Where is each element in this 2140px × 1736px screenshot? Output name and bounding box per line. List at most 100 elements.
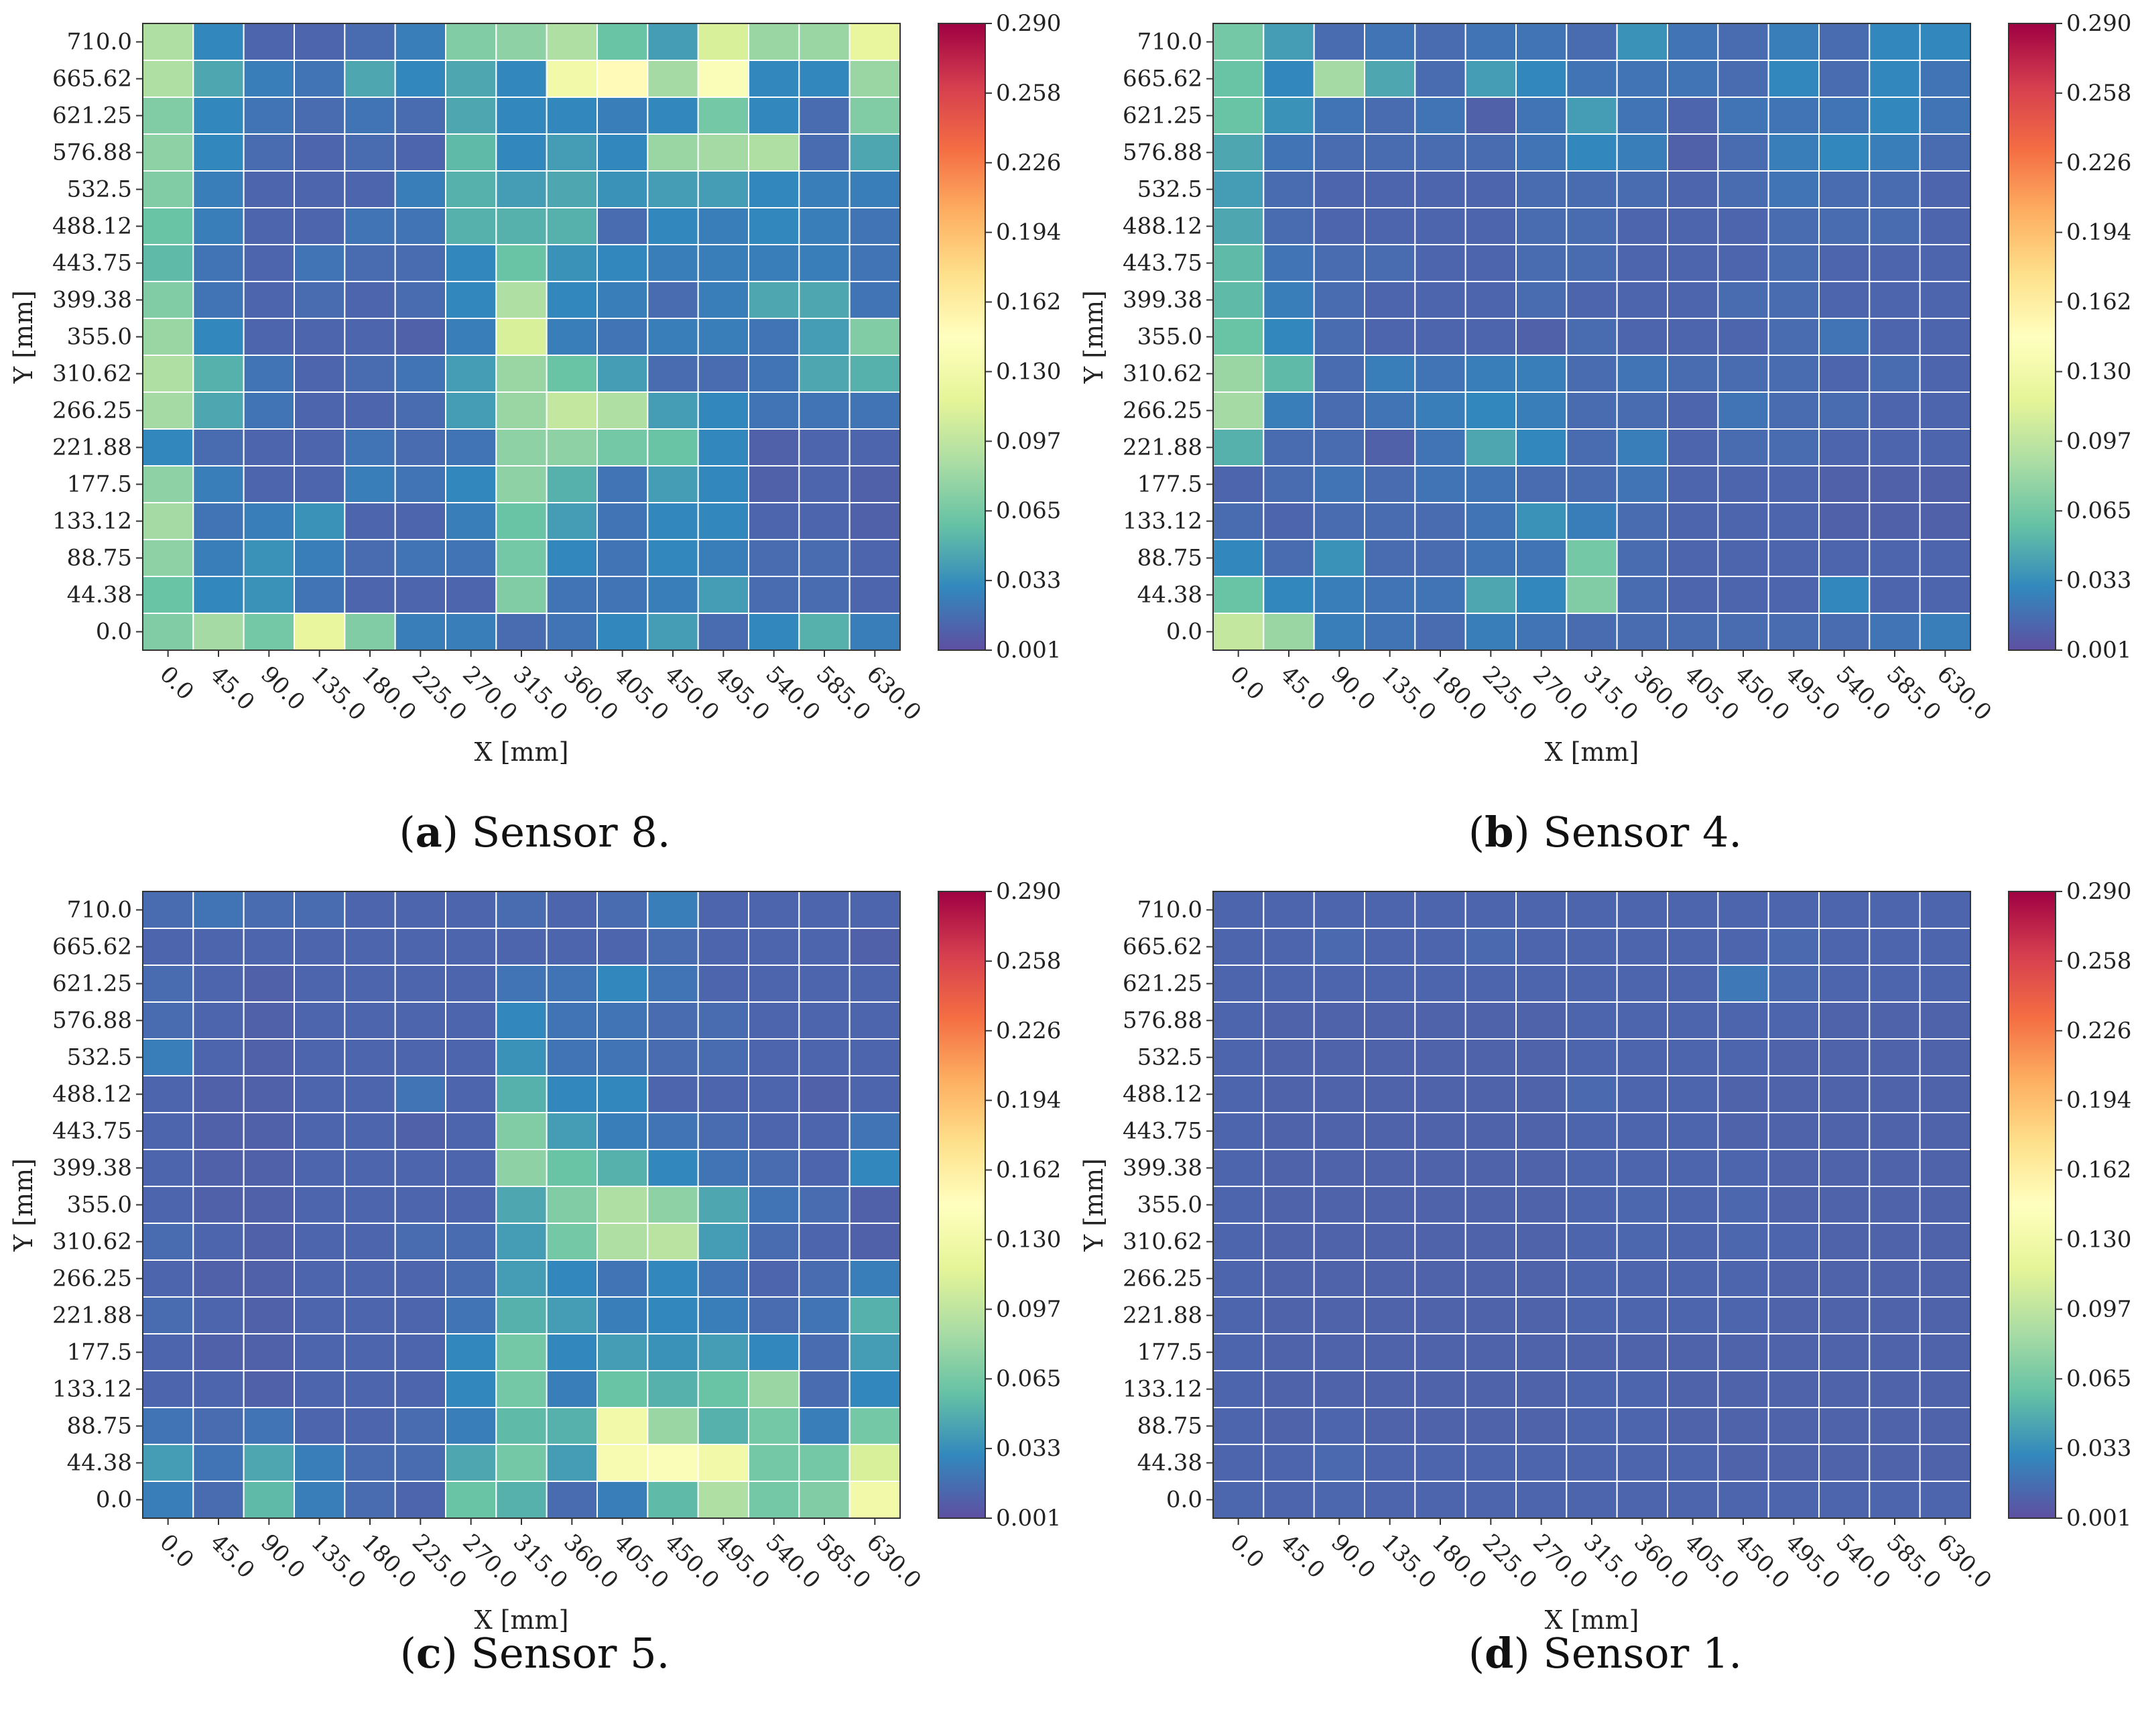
heatmap-cell-b bbox=[1919, 133, 1971, 172]
heatmap-cell-b bbox=[1263, 133, 1315, 172]
x-tick-label-a: 135.0 bbox=[306, 661, 371, 726]
heatmap-cell-c bbox=[848, 1223, 901, 1261]
heatmap-cell-a bbox=[596, 428, 649, 467]
heatmap-cell-d bbox=[1919, 928, 1971, 966]
heatmap-cell-a bbox=[142, 465, 194, 503]
heatmap-cell-c bbox=[394, 1149, 447, 1187]
heatmap-cell-c bbox=[142, 1112, 194, 1150]
heatmap-cell-a bbox=[748, 23, 800, 61]
heatmap-cell-b bbox=[1566, 539, 1618, 577]
x-tick-label-d: 45.0 bbox=[1275, 1529, 1330, 1584]
colorbar-a bbox=[938, 23, 986, 651]
heatmap-cell-c bbox=[748, 1370, 800, 1408]
heatmap-cell-a bbox=[848, 576, 901, 614]
y-tick-label-a: 443.75 bbox=[52, 250, 132, 277]
heatmap-cell-a bbox=[192, 23, 245, 61]
heatmap-cell-c bbox=[848, 1481, 901, 1519]
heatmap-cell-a bbox=[798, 391, 851, 430]
heatmap-cell-d bbox=[1263, 891, 1315, 929]
y-tick-label-a: 221.88 bbox=[52, 434, 132, 461]
heatmap-cell-d bbox=[1919, 1407, 1971, 1445]
heatmap-cell-c bbox=[596, 1370, 649, 1408]
heatmap-cell-a bbox=[294, 613, 346, 651]
heatmap-cell-a bbox=[142, 60, 194, 98]
x-tick-label-b: 135.0 bbox=[1376, 661, 1441, 726]
heatmap-cell-d bbox=[1515, 1149, 1568, 1187]
heatmap-cell-d bbox=[1717, 1259, 1769, 1298]
heatmap-cell-b bbox=[1919, 539, 1971, 577]
heatmap-cell-a bbox=[142, 281, 194, 319]
heatmap-cell-a bbox=[848, 207, 901, 245]
heatmap-cell-c bbox=[697, 1259, 749, 1298]
heatmap-cell-b bbox=[1616, 355, 1669, 393]
heatmap-cell-c bbox=[546, 1370, 599, 1408]
heatmap-cell-c bbox=[596, 891, 649, 929]
heatmap-cell-d bbox=[1364, 928, 1416, 966]
heatmap-cell-b bbox=[1414, 355, 1466, 393]
heatmap-cell-a bbox=[243, 281, 295, 319]
heatmap-cell-c bbox=[798, 1481, 851, 1519]
heatmap-cell-d bbox=[1616, 1075, 1669, 1113]
heatmap-cell-b bbox=[1313, 576, 1365, 614]
y-tick-label-c: 532.5 bbox=[67, 1044, 132, 1071]
heatmap-cell-c bbox=[798, 891, 851, 929]
heatmap-cell-b bbox=[1767, 539, 1820, 577]
heatmap-cell-a bbox=[445, 391, 497, 430]
heatmap-cell-b bbox=[1818, 60, 1871, 98]
heatmap-cell-c bbox=[546, 1407, 599, 1445]
colorbar-b bbox=[2008, 23, 2056, 651]
heatmap-cell-a bbox=[546, 428, 599, 467]
heatmap-cell-c bbox=[495, 1444, 548, 1482]
heatmap-cell-c bbox=[697, 891, 749, 929]
x-tick-label-a: 495.0 bbox=[710, 661, 775, 726]
heatmap-cell-c bbox=[848, 928, 901, 966]
heatmap-cell-b bbox=[1515, 60, 1568, 98]
heatmap-cell-a bbox=[647, 170, 699, 208]
heatmap-cell-d bbox=[1364, 1075, 1416, 1113]
y-tick-label-a: 266.25 bbox=[52, 397, 132, 424]
heatmap-cell-d bbox=[1566, 891, 1618, 929]
heatmap-cell-d bbox=[1212, 965, 1265, 1003]
heatmap-cell-c bbox=[647, 1333, 699, 1371]
heatmap-cell-a bbox=[848, 539, 901, 577]
heatmap-chart-d: 710.0 665.62 621.25 576.88 532.5 488.12 443.75… bbox=[1079, 878, 2131, 1635]
heatmap-cell-a bbox=[647, 576, 699, 614]
heatmap-cell-a bbox=[294, 281, 346, 319]
heatmap-cell-b bbox=[1212, 613, 1265, 651]
y-axis-label-a: Y [mm] bbox=[9, 290, 38, 384]
heatmap-cell-a bbox=[697, 23, 749, 61]
heatmap-cell-c bbox=[546, 1001, 599, 1040]
heatmap-cell-d bbox=[1818, 1296, 1871, 1335]
heatmap-cell-a bbox=[546, 97, 599, 135]
heatmap-cell-d bbox=[1869, 1296, 1921, 1335]
heatmap-cell-a bbox=[192, 281, 245, 319]
heatmap-cell-d bbox=[1212, 1259, 1265, 1298]
heatmap-cell-d bbox=[1313, 965, 1365, 1003]
x-tick-label-b: 225.0 bbox=[1477, 661, 1542, 726]
heatmap-cell-c bbox=[748, 1075, 800, 1113]
heatmap-cell-a bbox=[445, 355, 497, 393]
heatmap-cell-d bbox=[1919, 1481, 1971, 1519]
heatmap-cell-c bbox=[748, 928, 800, 966]
heatmap-cell-c bbox=[798, 1259, 851, 1298]
heatmap-cell-d bbox=[1667, 1075, 1719, 1113]
y-tick-label-b: 221.88 bbox=[1123, 434, 1202, 461]
x-tick-label-a: 360.0 bbox=[558, 661, 623, 726]
heatmap-cell-d bbox=[1818, 1444, 1871, 1482]
heatmap-cell-d bbox=[1566, 1001, 1618, 1040]
heatmap-cell-d bbox=[1717, 1075, 1769, 1113]
heatmap-cell-a bbox=[344, 613, 396, 651]
heatmap-cell-b bbox=[1263, 465, 1315, 503]
heatmap-cell-a bbox=[243, 133, 295, 172]
heatmap-cell-c bbox=[243, 1444, 295, 1482]
heatmap-cell-a bbox=[848, 465, 901, 503]
heatmap-cell-a bbox=[344, 428, 396, 467]
x-tick-label-b: 585.0 bbox=[1881, 661, 1946, 726]
heatmap-cell-c bbox=[294, 1259, 346, 1298]
heatmap-cell-d bbox=[1869, 1259, 1921, 1298]
heatmap-cell-b bbox=[1869, 318, 1921, 356]
heatmap-cell-c bbox=[647, 1296, 699, 1335]
heatmap-cell-d bbox=[1717, 1407, 1769, 1445]
heatmap-cell-b bbox=[1414, 244, 1466, 282]
heatmap-cell-c bbox=[445, 1407, 497, 1445]
